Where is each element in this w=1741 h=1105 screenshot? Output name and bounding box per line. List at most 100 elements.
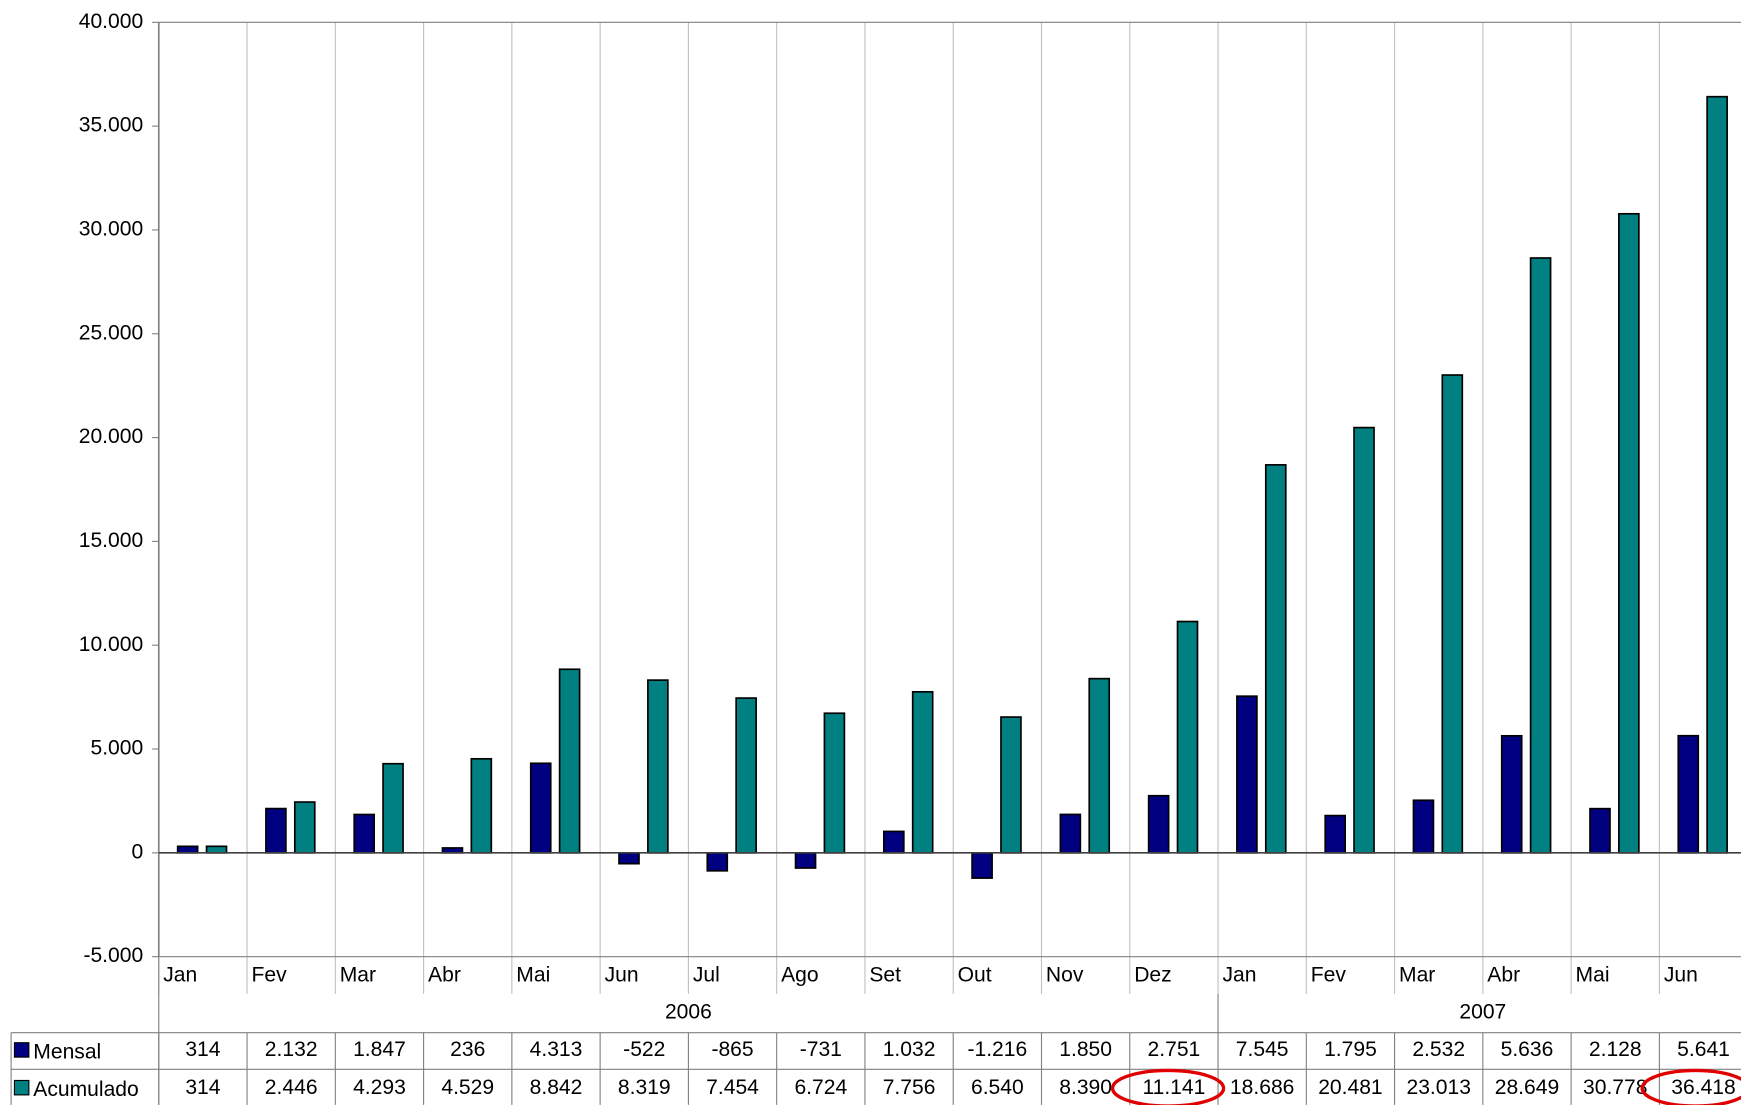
x-tick-label: Mar xyxy=(1399,964,1435,987)
legend-key xyxy=(13,1042,30,1058)
bar xyxy=(1706,95,1728,854)
table-value: -1.216 xyxy=(967,1038,1027,1061)
bar xyxy=(1147,794,1170,854)
x-tick-label: Abr xyxy=(1487,964,1520,987)
table-value: 6.724 xyxy=(794,1076,847,1099)
x-tick-label: Jul xyxy=(693,964,720,987)
bar xyxy=(293,801,316,854)
y-tick-label: 25.000 xyxy=(79,321,143,344)
y-tick-label: 0 xyxy=(131,840,143,863)
bar xyxy=(1088,677,1111,854)
bar xyxy=(1412,799,1435,854)
table-value: 1.850 xyxy=(1059,1038,1112,1061)
bar xyxy=(1236,695,1258,854)
legend-key xyxy=(13,1079,30,1096)
table-value: 4.293 xyxy=(353,1076,406,1099)
table-value: 8.390 xyxy=(1059,1076,1112,1099)
bar xyxy=(529,762,552,854)
x-tick-label: Mai xyxy=(1576,964,1610,987)
bar xyxy=(1677,734,1700,854)
bar xyxy=(382,762,404,854)
table-value: -522 xyxy=(623,1038,665,1061)
x-tick-label: Ago xyxy=(781,964,819,987)
bar xyxy=(794,852,817,869)
table-value: 2.132 xyxy=(265,1038,318,1061)
x-tick-label: Abr xyxy=(428,964,461,987)
bar xyxy=(1618,212,1640,854)
table-value: 236 xyxy=(450,1038,485,1061)
table-value: 7.756 xyxy=(883,1076,936,1099)
bar xyxy=(618,852,640,865)
y-tick-label: 20.000 xyxy=(79,425,143,448)
table-value: 314 xyxy=(185,1038,220,1061)
table-value: 11.141 xyxy=(1142,1076,1205,1099)
bar xyxy=(353,813,376,854)
table-value: 2.532 xyxy=(1412,1038,1465,1061)
bar xyxy=(1500,734,1523,854)
table-value: 23.013 xyxy=(1406,1076,1470,1099)
y-tick-label: 10.000 xyxy=(79,633,143,656)
x-tick-label: Jun xyxy=(1664,964,1698,987)
bar xyxy=(176,845,199,854)
table-value: 2.446 xyxy=(265,1076,318,1099)
y-tick-label: 35.000 xyxy=(79,114,143,137)
table-value: 8.319 xyxy=(618,1076,671,1099)
table-value: 20.481 xyxy=(1318,1076,1382,1099)
bar xyxy=(971,852,993,879)
bar xyxy=(1324,814,1346,854)
group-label: 2007 xyxy=(1459,1000,1506,1023)
table-value: 4.529 xyxy=(441,1076,494,1099)
table-value: 314 xyxy=(185,1076,220,1099)
bar xyxy=(1353,426,1375,854)
y-tick-label: 15.000 xyxy=(79,529,143,552)
x-tick-label: Jan xyxy=(1222,964,1256,987)
table-value: 2.751 xyxy=(1148,1038,1201,1061)
bar xyxy=(823,712,846,854)
bar xyxy=(735,697,757,854)
highlight-ellipse xyxy=(1640,1068,1741,1105)
bar xyxy=(1264,464,1287,854)
x-tick-label: Jun xyxy=(605,964,639,987)
x-tick-label: Fev xyxy=(251,964,287,987)
bar xyxy=(1529,257,1552,854)
x-tick-label: Out xyxy=(958,964,992,987)
bar xyxy=(205,845,228,854)
bar xyxy=(706,852,729,872)
legend-label: Acumulado xyxy=(33,1078,138,1101)
table-value: 36.418 xyxy=(1671,1076,1735,1099)
bar xyxy=(1176,620,1199,854)
table-value: 5.636 xyxy=(1501,1038,1554,1061)
x-tick-label: Mar xyxy=(340,964,376,987)
bar xyxy=(265,807,287,854)
table-value: 5.641 xyxy=(1677,1038,1730,1061)
y-tick-label: 5.000 xyxy=(90,737,143,760)
table-value: 6.540 xyxy=(971,1076,1024,1099)
x-tick-label: Nov xyxy=(1046,964,1084,987)
bar xyxy=(647,679,669,854)
table-value: -865 xyxy=(711,1038,753,1061)
table-value: 28.649 xyxy=(1495,1076,1559,1099)
table-value: 7.545 xyxy=(1236,1038,1289,1061)
table-value: 1.032 xyxy=(883,1038,936,1061)
x-tick-label: Fev xyxy=(1311,964,1347,987)
bar xyxy=(911,690,934,854)
table-value: 1.847 xyxy=(353,1038,406,1061)
x-tick-label: Set xyxy=(869,964,901,987)
table-value: 1.795 xyxy=(1324,1038,1377,1061)
bar xyxy=(1000,716,1022,854)
y-tick-label: 40.000 xyxy=(79,10,143,33)
legend-label: Mensal xyxy=(33,1040,101,1063)
table-value: 18.686 xyxy=(1230,1076,1294,1099)
bar xyxy=(1589,807,1611,854)
bar xyxy=(882,830,905,854)
group-label: 2006 xyxy=(665,1000,712,1023)
bar xyxy=(1441,374,1464,854)
x-tick-label: Jan xyxy=(163,964,197,987)
x-tick-label: Dez xyxy=(1134,964,1171,987)
bar xyxy=(1059,813,1082,854)
y-tick-label: -5.000 xyxy=(83,944,143,967)
table-value: 4.313 xyxy=(530,1038,583,1061)
highlight-ellipse xyxy=(1110,1068,1226,1105)
table-value: 7.454 xyxy=(706,1076,759,1099)
bar xyxy=(470,757,493,854)
